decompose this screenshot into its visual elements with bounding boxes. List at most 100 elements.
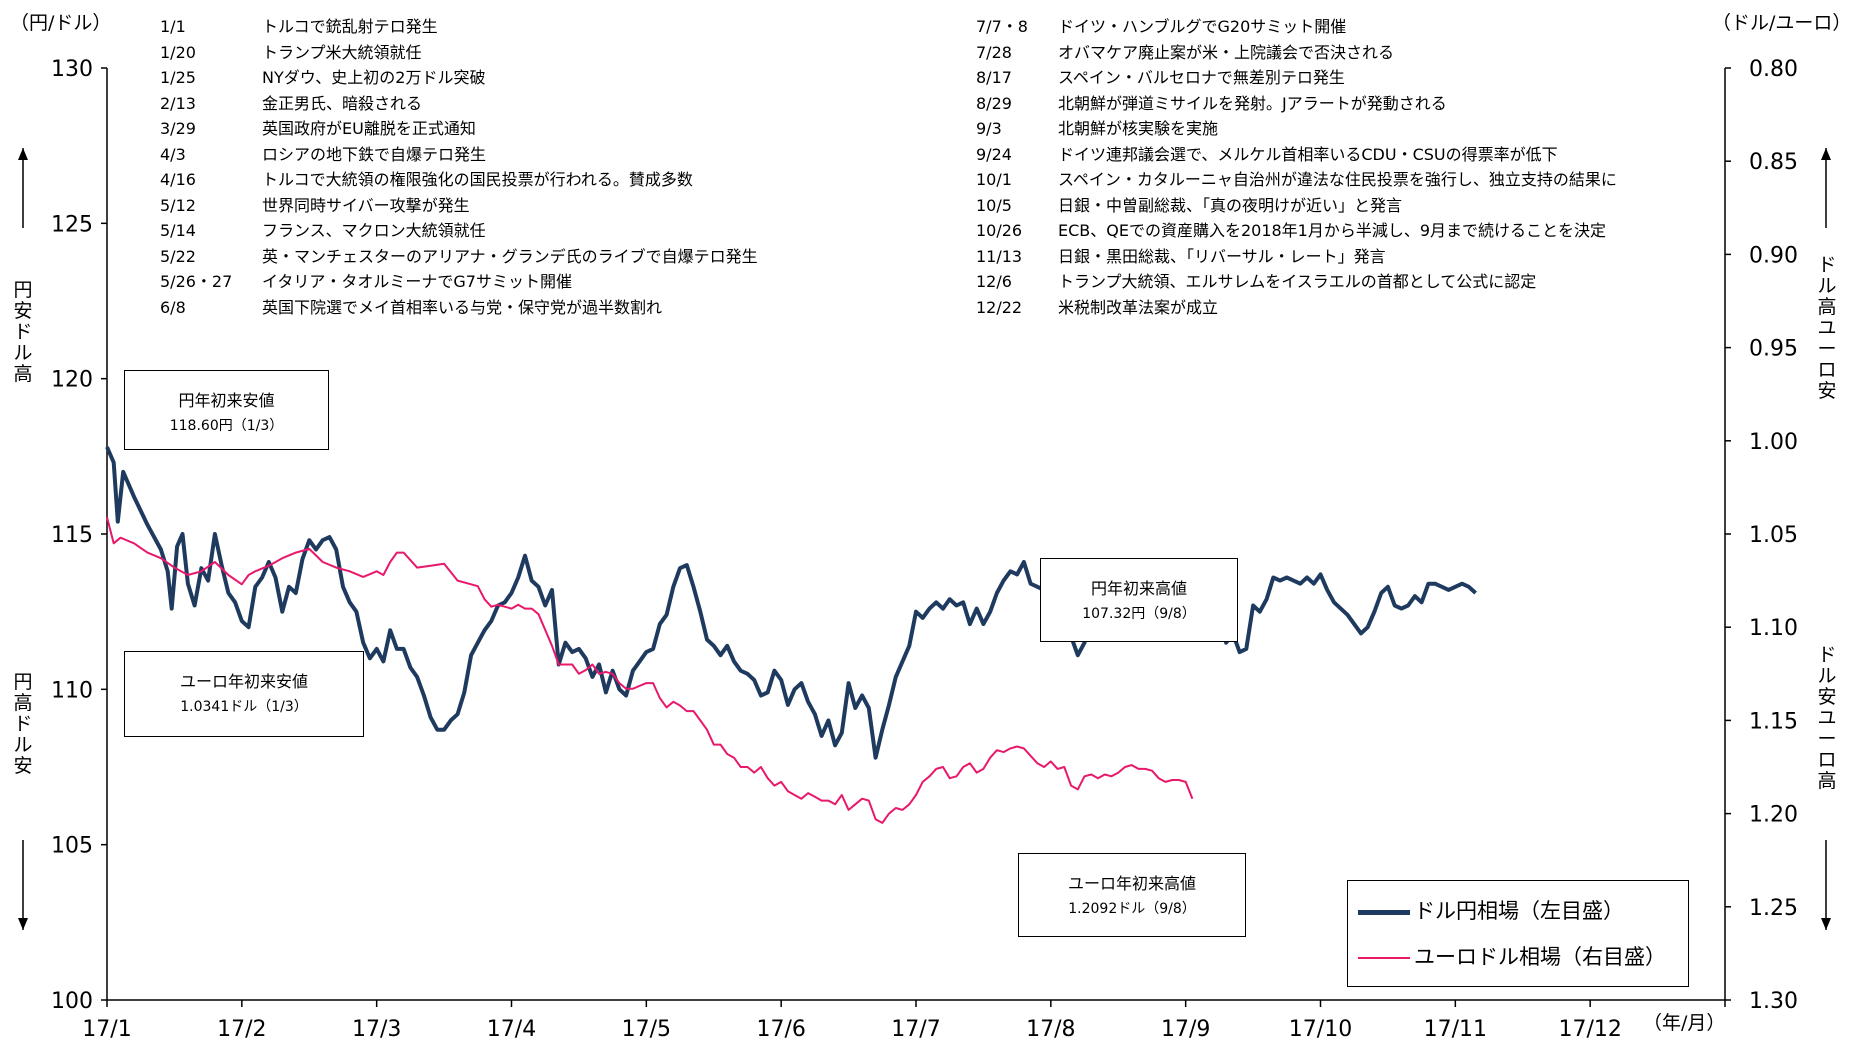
right-tick-label: 1.10 (1749, 616, 1798, 641)
right-tick-label: 1.00 (1749, 430, 1798, 455)
event-text: スペイン・バルセロナで無差別テロ発生 (1058, 68, 1345, 87)
event-text: 日銀・黒田総裁、「リバーサル・レート」発言 (1058, 246, 1386, 266)
event-date: 8/17 (976, 68, 1012, 87)
left-tick-label: 125 (51, 212, 93, 237)
x-tick-label: 17/5 (622, 1017, 671, 1042)
event-text: 日銀・中曽副総裁、「真の夜明けが近い」と発言 (1058, 195, 1403, 215)
annotation-yen-low: 円年初来安値 118.60円（1/3） (124, 370, 329, 450)
arrow-right-up-head (1821, 148, 1831, 160)
event-date: 9/3 (976, 119, 1002, 138)
x-tick-label: 17/3 (352, 1017, 401, 1042)
left-tick-label: 130 (51, 57, 93, 82)
legend: ドル円相場（左目盛） ユーロドル相場（右目盛） (1347, 880, 1689, 987)
chart-lines (105, 446, 1477, 824)
event-date: 1/20 (160, 42, 196, 62)
event-text: NYダウ、史上初の2万ドル突破 (262, 68, 486, 87)
x-tick-label: 17/9 (1161, 1017, 1210, 1042)
legend-usdjpy: ドル円相場（左目盛） (1358, 895, 1624, 925)
x-tick-label: 17/7 (891, 1017, 940, 1042)
event-text: 金正男氏、暗殺される (262, 93, 423, 113)
legend-eurusd: ユーロドル相場（右目盛） (1358, 941, 1666, 971)
event-text: 世界同時サイバー攻撃が発生 (262, 195, 470, 215)
event-text: ECB、QEでの資産購入を2018年1月から半減し、9月まで続けることを決定 (1058, 221, 1607, 240)
x-tick-label: 17/4 (487, 1017, 536, 1042)
event-text: トルコで銃乱射テロ発生 (262, 17, 438, 36)
event-text: オバマケア廃止案が米・上院議会で否決される (1058, 42, 1395, 62)
event-date: 1/1 (160, 17, 186, 36)
right-tick-label: 1.15 (1749, 709, 1798, 734)
event-date: 7/28 (976, 42, 1012, 62)
legend-eurusd-label: ユーロドル相場（右目盛） (1414, 945, 1666, 969)
event-text: 北朝鮮が弾道ミサイルを発射。Jアラートが発動される (1058, 93, 1447, 113)
event-date: 12/22 (976, 297, 1023, 317)
legend-usdjpy-swatch (1358, 909, 1410, 915)
event-date: 3/29 (160, 119, 196, 138)
left-tick-label: 120 (51, 368, 93, 393)
annotation-yen-low-title: 円年初来安値 (178, 391, 275, 410)
event-date: 7/7・8 (976, 17, 1028, 36)
annotation-yen-high-title: 円年初来高値 (1090, 579, 1187, 598)
arrow-left-up (18, 148, 28, 228)
annotation-euro-low-title: ユーロ年初来安値 (179, 672, 308, 691)
event-date: 5/12 (160, 195, 196, 215)
event-date: 9/24 (976, 144, 1012, 164)
x-tick-label: 17/6 (756, 1017, 805, 1042)
event-text: トランプ米大統領就任 (262, 42, 422, 62)
right-tick-label: 1.20 (1749, 803, 1798, 828)
arrow-right-up (1821, 148, 1831, 228)
event-text: イタリア・タオルミーナでG7サミット開催 (262, 272, 572, 291)
legend-usdjpy-label: ドル円相場（左目盛） (1414, 899, 1624, 923)
event-date: 6/8 (160, 297, 186, 317)
annotation-yen-high: 円年初来高値 107.32円（9/8） (1040, 558, 1238, 642)
left-tick-label: 100 (51, 989, 93, 1014)
eurusd-series-line (106, 516, 1194, 824)
event-date: 4/16 (160, 170, 196, 189)
event-text: 北朝鮮が核実験を実施 (1058, 119, 1219, 138)
arrow-left-down-head (18, 918, 28, 930)
side-label-right-down: ドル安ユーロ高 (1817, 644, 1837, 792)
event-date: 5/14 (160, 221, 196, 240)
left-tick-label: 105 (51, 834, 93, 859)
right-tick-label: 0.95 (1749, 337, 1798, 362)
event-text: 英国下院選でメイ首相率いる与党・保守党が過半数割れ (262, 297, 663, 317)
annotation-yen-high-value: 107.32円（9/8） (1082, 606, 1196, 622)
arrow-right-down-head (1821, 918, 1831, 930)
annotation-euro-high-title: ユーロ年初来高値 (1067, 874, 1196, 893)
x-tick-label: 17/1 (82, 1017, 131, 1042)
annotation-euro-low: ユーロ年初来安値 1.0341ドル（1/3） (124, 651, 364, 737)
x-tick-label: 17/10 (1289, 1017, 1352, 1042)
event-date: 2/13 (160, 93, 196, 113)
event-text: トランプ大統領、エルサレムをイスラエルの首都として公式に認定 (1058, 272, 1537, 291)
arrow-left-down (18, 840, 28, 930)
x-tick-label: 17/2 (217, 1017, 266, 1042)
x-tick-label: 17/8 (1026, 1017, 1075, 1042)
side-label-left-down: 円高ドル安 (13, 671, 33, 777)
arrow-left-up-head (18, 148, 28, 160)
left-axis-unit: （円/ドル） (10, 12, 112, 34)
right-tick-label: 1.30 (1749, 989, 1798, 1014)
right-tick-label: 1.25 (1749, 896, 1798, 921)
event-text: フランス、マクロン大統領就任 (262, 221, 486, 240)
right-axis-unit: （ドル/ユーロ） (1712, 12, 1852, 34)
event-text: ドイツ連邦議会選で、メルケル首相率いるCDU・CSUの得票率が低下 (1058, 144, 1558, 164)
left-tick-label: 110 (51, 678, 93, 703)
event-date: 5/26・27 (160, 272, 233, 291)
side-label-right-up: ドル高ユーロ安 (1817, 254, 1837, 402)
event-date: 1/25 (160, 68, 196, 87)
event-text: 英・マンチェスターのアリアナ・グランデ氏のライブで自爆テロ発生 (262, 246, 758, 266)
side-label-left-up: 円安ドル高 (13, 279, 33, 385)
right-tick-label: 0.90 (1749, 243, 1798, 268)
event-text: スペイン・カタルーニャ自治州が違法な住民投票を強行し、独立支持の結果に (1058, 170, 1617, 189)
event-date: 8/29 (976, 93, 1012, 113)
x-tick-label: 17/11 (1424, 1017, 1487, 1042)
left-tick-label: 115 (51, 523, 93, 548)
event-text: ロシアの地下鉄で自爆テロ発生 (262, 144, 487, 164)
x-axis-unit: （年/月） (1643, 1012, 1726, 1034)
x-tick-label: 17/12 (1558, 1017, 1621, 1042)
legend-eurusd-swatch (1358, 957, 1410, 959)
event-text: 米税制改革法案が成立 (1058, 297, 1219, 317)
event-date: 11/13 (976, 246, 1023, 266)
event-date: 10/1 (976, 170, 1012, 189)
usdjpy-series-line (105, 446, 1477, 760)
